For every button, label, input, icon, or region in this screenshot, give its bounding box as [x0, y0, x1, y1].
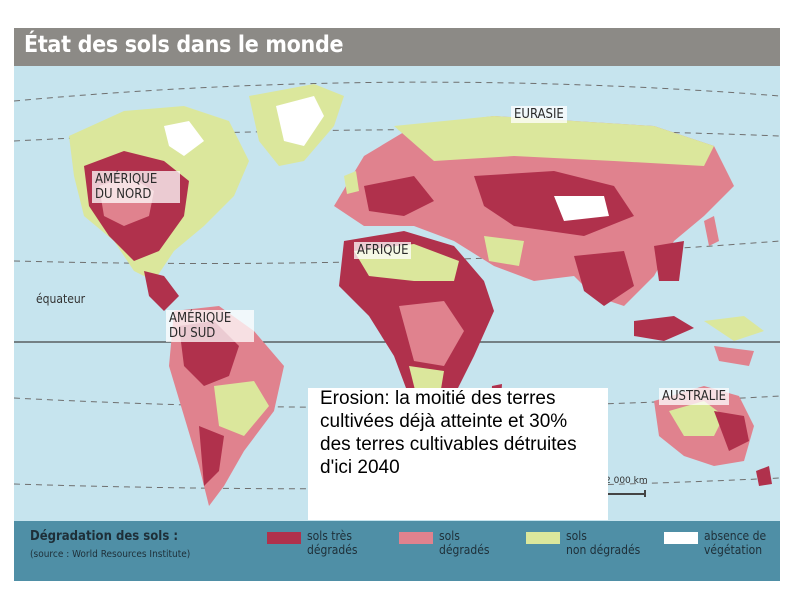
legend-label-no-vegetation-2: végétation [704, 543, 763, 557]
callout-text: Erosion: la moitié des terres cultivées … [320, 388, 577, 478]
world-map [14, 81, 780, 506]
eurasia [334, 116, 734, 306]
legend-swatch-no-vegetation [664, 532, 698, 544]
australia [654, 386, 772, 486]
legend-label-degraded-1: sols [439, 529, 460, 543]
legend-label-very-degraded-1: sols très [307, 529, 352, 543]
greenland [249, 84, 344, 166]
south-america [169, 306, 284, 506]
title-bar: État des sols dans le monde [14, 28, 780, 66]
british-isles [344, 171, 359, 194]
legend-swatch-degraded [399, 532, 433, 544]
legend-label-no-vegetation-1: absence de [704, 529, 767, 543]
label-south-america: AMÉRIQUE DU SUD [166, 310, 254, 342]
legend: Dégradation des sols : (source : World R… [14, 521, 780, 581]
label-australia: AUSTRALIE [659, 388, 730, 405]
legend-title: Dégradation des sols : [30, 529, 179, 544]
scale-label: 2 000 km [605, 476, 648, 486]
legend-source: (source : World Resources Institute) [30, 549, 191, 560]
label-africa: AFRIQUE [354, 242, 412, 259]
legend-label-not-degraded-2: non dégradés [566, 543, 641, 557]
label-north-america: AMÉRIQUE DU NORD [92, 171, 180, 203]
legend-swatch-very-degraded [267, 532, 301, 544]
map-frame: État des sols dans le monde [14, 28, 780, 581]
japan [704, 216, 719, 246]
se-asia-islands [634, 316, 764, 366]
callout-box: Erosion: la moitié des terres cultivées … [308, 388, 608, 520]
legend-label-very-degraded-2: dégradés [307, 543, 358, 557]
africa [339, 231, 494, 426]
north-america [69, 106, 249, 311]
legend-label-not-degraded-1: sols [566, 529, 587, 543]
equator-label: équateur [36, 292, 86, 306]
map-title: État des sols dans le monde [24, 32, 344, 58]
label-eurasia: EURASIE [511, 106, 567, 123]
legend-swatch-not-degraded [526, 532, 560, 544]
legend-label-degraded-2: dégradés [439, 543, 490, 557]
